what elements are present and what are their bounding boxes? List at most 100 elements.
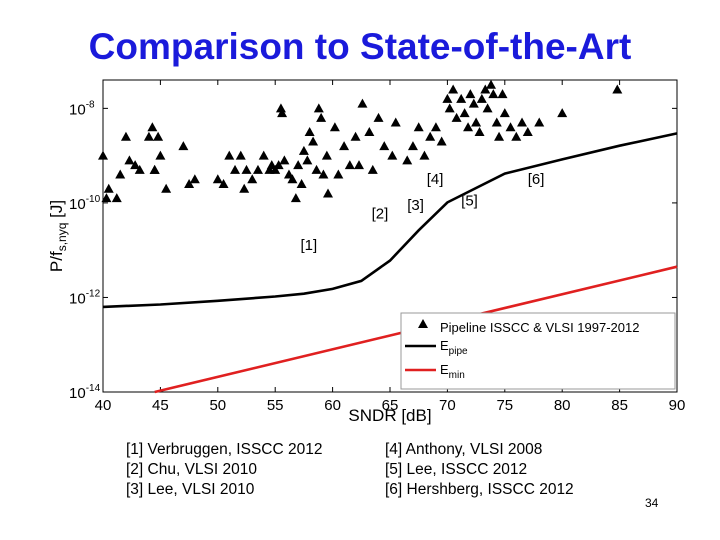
data-point-triangle bbox=[364, 127, 375, 136]
data-point-triangle bbox=[413, 122, 424, 132]
data-point-triangle bbox=[277, 108, 288, 118]
x-tick-label: 55 bbox=[267, 397, 284, 414]
data-point-triangle bbox=[311, 164, 322, 174]
x-axis-label: SNDR [dB] bbox=[348, 406, 431, 425]
data-point-triangle bbox=[184, 179, 195, 188]
data-point-triangle bbox=[471, 117, 482, 127]
data-point-triangle bbox=[344, 160, 355, 170]
data-point-triangle bbox=[318, 169, 329, 179]
data-point-triangle bbox=[279, 155, 290, 165]
reference-annotation-2: [2] bbox=[372, 206, 389, 223]
data-point-triangle bbox=[329, 122, 340, 132]
references-left: [1] Verbruggen, ISSCC 2012 [2] Chu, VLSI… bbox=[126, 440, 322, 500]
data-point-triangle bbox=[444, 103, 455, 113]
y-tick-label: 10-14 bbox=[69, 383, 101, 402]
data-point-triangle bbox=[339, 141, 350, 151]
data-point-triangle bbox=[293, 160, 304, 170]
data-point-triangle bbox=[379, 141, 390, 151]
data-point-triangle bbox=[252, 164, 263, 174]
x-tick-label: 65 bbox=[382, 397, 399, 414]
data-point-triangle bbox=[147, 122, 158, 132]
data-point-triangle bbox=[436, 136, 447, 146]
data-point-triangle bbox=[390, 117, 401, 127]
data-point-triangle bbox=[499, 108, 510, 118]
reference-3: [3] Lee, VLSI 2010 bbox=[126, 481, 255, 498]
data-point-triangle bbox=[505, 122, 516, 132]
data-point-triangle bbox=[224, 150, 235, 160]
legend: Pipeline ISSCC & VLSI 1997-2012 Epipe Em… bbox=[400, 312, 676, 390]
data-point-triangle bbox=[465, 89, 476, 99]
data-point-triangle bbox=[103, 183, 114, 193]
data-point-triangle bbox=[430, 122, 441, 132]
data-point-triangle bbox=[290, 193, 301, 203]
references-right: [4] Anthony, VLSI 2008 [5] Lee, ISSCC 20… bbox=[385, 440, 574, 500]
data-point-triangle bbox=[459, 108, 470, 118]
data-point-triangle bbox=[468, 98, 479, 108]
data-point-triangle bbox=[442, 93, 453, 103]
data-point-triangle bbox=[247, 174, 258, 184]
data-point-triangle bbox=[494, 131, 505, 141]
x-tick-label: 90 bbox=[669, 397, 686, 414]
y-axis-label: P/fs,nyq [J] bbox=[47, 200, 69, 272]
data-point-triangle bbox=[101, 193, 112, 203]
data-point-triangle bbox=[239, 183, 250, 193]
series-line-epipe bbox=[102, 132, 678, 309]
data-point-triangle bbox=[557, 108, 568, 118]
data-point-triangle bbox=[448, 84, 459, 94]
data-point-triangle bbox=[134, 164, 145, 174]
data-point-triangle bbox=[304, 127, 315, 136]
reference-annotations: [1] [2] [3][4] [5] [6] bbox=[300, 171, 544, 254]
data-point-triangle bbox=[456, 93, 467, 103]
reference-annotation-4: [4] bbox=[427, 171, 444, 188]
reference-annotation-1: [1] bbox=[300, 237, 317, 254]
reference-4: [4] Anthony, VLSI 2008 bbox=[385, 441, 543, 458]
data-point-triangle bbox=[161, 183, 172, 193]
y-tick-label: 10-10 bbox=[69, 194, 101, 213]
data-point-triangle bbox=[387, 150, 398, 160]
data-point-triangle bbox=[115, 169, 126, 179]
data-point-triangle bbox=[486, 79, 497, 89]
y-tick-label: 10-12 bbox=[69, 288, 101, 307]
data-point-triangle bbox=[497, 89, 508, 99]
reference-2: [2] Chu, VLSI 2010 bbox=[126, 461, 257, 478]
data-point-triangle bbox=[419, 150, 430, 160]
data-point-triangle bbox=[476, 93, 487, 103]
data-point-triangle bbox=[155, 150, 166, 160]
data-point-triangle bbox=[482, 103, 493, 113]
data-point-triangle bbox=[149, 164, 160, 174]
data-point-triangle bbox=[143, 131, 154, 141]
data-point-triangle bbox=[124, 155, 135, 165]
data-point-triangle bbox=[270, 164, 281, 174]
data-point-triangle bbox=[488, 89, 499, 99]
data-point-triangle bbox=[522, 127, 533, 136]
data-point-triangle bbox=[153, 131, 164, 141]
data-point-triangle bbox=[302, 155, 313, 165]
scatter-series bbox=[98, 79, 623, 203]
data-point-triangle bbox=[517, 117, 528, 127]
legend-triangle-marker bbox=[418, 319, 428, 328]
legend-epipe-sub: pipe bbox=[449, 346, 468, 357]
data-point-triangle bbox=[354, 160, 365, 170]
data-point-triangle bbox=[474, 127, 485, 136]
legend-label-pipeline: Pipeline ISSCC & VLSI 1997-2012 bbox=[440, 320, 639, 335]
slide-title: Comparison to State-of-the-Art bbox=[88, 26, 632, 67]
reference-1: [1] Verbruggen, ISSCC 2012 bbox=[126, 441, 323, 458]
data-point-triangle bbox=[298, 145, 309, 155]
data-point-triangle bbox=[534, 117, 545, 127]
data-point-triangle bbox=[98, 150, 108, 160]
reference-annotation-3: [3] bbox=[407, 197, 424, 214]
reference-5: [5] Lee, ISSCC 2012 bbox=[385, 461, 528, 478]
legend-box bbox=[400, 312, 676, 390]
x-tick-label: 85 bbox=[611, 397, 628, 414]
legend-label-epipe: Epipe bbox=[440, 338, 468, 357]
data-point-triangle bbox=[511, 131, 522, 141]
data-point-triangle bbox=[451, 112, 462, 122]
y-axis: 10-8 10-10 10-12 10-14 bbox=[69, 99, 677, 402]
data-point-triangle bbox=[425, 131, 436, 141]
data-point-triangle bbox=[189, 174, 200, 184]
page-number: 34 bbox=[645, 496, 659, 510]
data-point-triangle bbox=[373, 112, 384, 122]
y-tick-label: 10-8 bbox=[69, 99, 95, 118]
data-point-triangle bbox=[357, 98, 368, 108]
